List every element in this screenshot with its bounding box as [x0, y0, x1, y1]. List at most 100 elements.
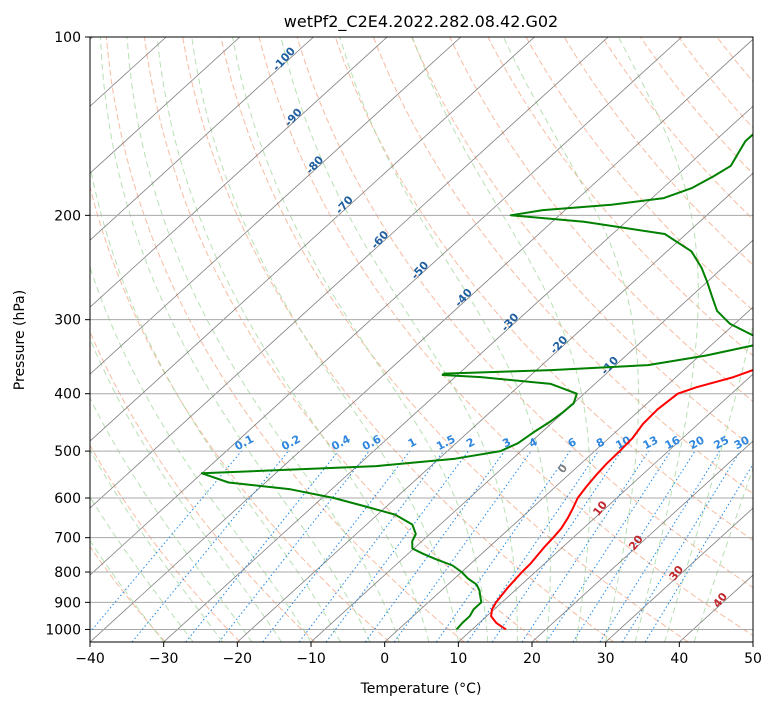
dry-adiabat	[144, 37, 540, 642]
moist-adiabat	[502, 37, 640, 642]
profiles	[200, 132, 753, 631]
isotherm	[605, 507, 753, 642]
mixing-ratio-label: 13	[641, 433, 661, 452]
dry-adiabat	[716, 37, 753, 83]
isotherm	[90, 37, 683, 576]
moist-adiabat	[693, 466, 753, 642]
y-tick-label: 800	[54, 565, 81, 581]
isotherm	[310, 239, 753, 642]
y-axis-label: Pressure (hPa)	[12, 290, 28, 390]
mixing-ratio-label: 30	[732, 433, 752, 452]
mixing-ratio-line	[325, 450, 469, 642]
temperature-profile	[490, 368, 753, 631]
mixing-ratio-line	[599, 450, 721, 642]
isotherm	[90, 37, 241, 174]
isotherm	[90, 37, 314, 241]
moist-adiabat	[90, 397, 253, 642]
x-tick-label: 40	[670, 651, 688, 667]
x-tick-label: 50	[744, 651, 762, 667]
dry-adiabat	[258, 37, 753, 637]
moist-adiabat	[618, 37, 699, 642]
isotherm	[752, 641, 753, 642]
dry-adiabat	[563, 37, 753, 266]
moist-adiabat	[232, 37, 489, 642]
mixing-ratio-label: 20	[687, 433, 707, 452]
mixing-ratio-line	[621, 450, 741, 642]
moist-adiabat	[90, 163, 341, 642]
mixing-ratio-line	[218, 450, 370, 642]
dry-adiabat	[411, 37, 753, 448]
dry-adiabat	[90, 330, 316, 642]
x-tick-label: 20	[523, 651, 541, 667]
x-tick-label: −40	[75, 651, 105, 667]
mixing-ratio-line	[131, 450, 289, 642]
dry-adiabat-label: -20	[547, 333, 570, 357]
x-tick-label: −20	[223, 651, 253, 667]
dry-adiabat	[525, 37, 753, 311]
mixing-ratio-line	[185, 450, 339, 642]
mixing-ratio-label: 0.2	[279, 432, 302, 453]
mixing-ratio-label: 1.5	[434, 432, 457, 453]
dry-adiabat	[220, 37, 689, 642]
isotherm	[90, 37, 535, 442]
moist-adiabat	[280, 37, 518, 642]
moist-adiabat	[90, 448, 224, 642]
y-tick-label: 500	[54, 444, 81, 460]
moist-adiabat-label: 20	[626, 532, 646, 552]
y-tick-label: 900	[54, 595, 81, 611]
chart-title: wetPf2_C2E4.2022.282.08.42.G02	[284, 12, 558, 32]
dry-adiabat-label: -100	[270, 44, 298, 73]
dry-adiabat-label: -10	[598, 354, 621, 378]
dry-adiabat	[487, 37, 753, 357]
dry-adiabat	[90, 185, 390, 642]
background-lines	[90, 37, 775, 642]
dry-adiabat	[372, 37, 753, 495]
dry-adiabat	[640, 37, 753, 175]
isotherm	[384, 306, 753, 642]
y-tick-label: 100	[54, 30, 81, 46]
isotherm	[163, 105, 753, 642]
moist-adiabat	[411, 37, 591, 642]
dry-adiabat	[601, 37, 753, 221]
mixing-ratio-label: 0.1	[233, 432, 256, 453]
x-tick-label: 0	[380, 651, 389, 667]
moist-adiabat	[339, 37, 551, 642]
y-tick-label: 400	[54, 387, 81, 403]
y-tick-label: 300	[54, 313, 81, 329]
axis-ticks: −40 −30 −20 −10 0 10 20 30 40 5010020030040050060…	[45, 30, 762, 667]
x-tick-label: 10	[449, 651, 467, 667]
y-tick-label: 1000	[45, 622, 81, 638]
moist-adiabat	[90, 337, 282, 642]
mixing-ratio-line	[467, 450, 599, 642]
mixing-ratio-line	[572, 450, 696, 642]
mixing-ratio-label: 10	[613, 433, 633, 452]
moist-adiabat	[100, 37, 371, 642]
mixing-ratio-label: 6	[566, 435, 579, 450]
dry-adiabat-label: -30	[499, 310, 522, 334]
mixing-ratio-label: 25	[712, 433, 732, 452]
plot-frame	[89, 36, 754, 643]
line-labels: 0.1 0.2 0.4 0.6 1 1.5 2 3 4 6 8 10 13 16 20 25 30 36-100-…	[233, 44, 773, 610]
dry-adiabat-label: -70	[333, 193, 356, 217]
mixing-ratio-label: 0.6	[360, 432, 384, 453]
dry-adiabat	[334, 37, 753, 541]
y-tick-label: 700	[54, 531, 81, 547]
mixing-ratio-line	[262, 450, 411, 642]
dry-adiabat	[755, 37, 775, 642]
isotherm	[531, 440, 753, 642]
mixing-ratio-line	[364, 450, 505, 642]
dry-adiabat-label: -80	[303, 153, 326, 177]
mixing-ratio-line	[545, 450, 672, 642]
x-tick-label: −30	[149, 651, 179, 667]
moist-adiabat	[191, 37, 459, 642]
mixing-ratio-line	[644, 463, 753, 642]
moist-adiabat	[90, 265, 312, 642]
mixing-ratio-label: 36	[753, 433, 773, 452]
dry-adiabat	[678, 37, 753, 129]
dry-adiabat	[296, 37, 753, 589]
mixing-ratio-line	[436, 450, 571, 642]
mixing-ratio-label: 2	[464, 435, 477, 450]
y-tick-label: 600	[54, 491, 81, 507]
dry-adiabat-label: -40	[452, 286, 475, 310]
